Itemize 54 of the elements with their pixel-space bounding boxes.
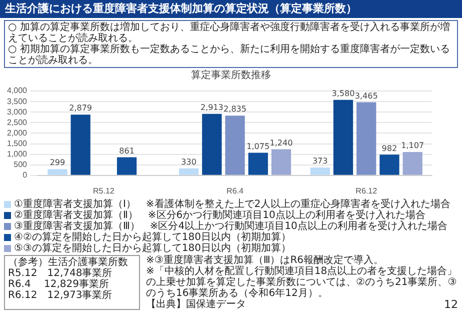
bar	[48, 169, 68, 175]
x-tick-label: R6.12	[356, 186, 378, 196]
y-tick-label: 2,500	[6, 118, 28, 127]
chart-title: 生活介護における重度障害者支援体制加算の算定状況（算定事業所数）	[0, 0, 462, 18]
y-tick-label: 0	[22, 170, 28, 180]
data-label: 330	[181, 158, 196, 167]
data-label: 2,913	[200, 103, 224, 112]
legend-label: ③重度障害者支援加算（Ⅲ） ※区分4以上かつ行動関連項目10点以上の利用者を受け入れた場合	[14, 221, 448, 232]
y-tick-label: 4,000	[6, 86, 28, 96]
data-label: 1,107	[401, 141, 424, 150]
y-tick-label: 500	[14, 160, 28, 170]
y-tick-label: 3,000	[6, 107, 28, 116]
data-label: 373	[312, 156, 328, 166]
data-label: 3,465	[354, 91, 378, 100]
data-label: 982	[382, 144, 398, 153]
bar	[225, 116, 245, 175]
data-label: 1,075	[246, 142, 270, 151]
bar	[202, 114, 222, 175]
bar	[356, 102, 376, 175]
legend-label: ②重度障害者支援加算（Ⅱ） ※区分6かつ行動関連項目10点以上の利用者を受け入れた場合	[14, 210, 426, 221]
legend-label: ⑤③の算定を開始した日から起算して180日以内（初期加算）	[14, 243, 292, 254]
data-label: 3,580	[332, 88, 355, 98]
text: ※③重度障害者支援加算（Ⅲ）はR6報酬改定で導入。	[146, 255, 384, 266]
legend-label: ①重度障害者支援加算（Ⅰ） ※看護体制を整えた上で2人以上の重症心身障害者を受け入れた場合	[14, 199, 451, 210]
chart-subtitle: ○ 加算の算定事業所数は増加しており、重症心身障害者や強度行動障害者を受け入れる事業所が増えていることが読み取れる。 ○ 初期加算の算定事業所数も一定数あることから、新たに利用を開始する重度障害者が一定数いることが読み取れる。	[4, 20, 458, 68]
bar	[70, 114, 90, 175]
y-tick-label: 1,000	[6, 150, 28, 159]
bar	[271, 149, 292, 175]
x-tick-label: R6.4	[226, 186, 244, 196]
y-tick-label: 3,500	[6, 96, 28, 106]
text: 【出典】国保連データ	[146, 299, 246, 310]
y-tick-label: 1,500	[6, 138, 28, 148]
data-label: 1,240	[270, 138, 293, 148]
text: R5.12 12,748事業所	[8, 268, 112, 279]
data-label: 861	[119, 146, 134, 156]
bar	[333, 100, 354, 175]
bar	[310, 168, 330, 175]
data-label: 299	[50, 158, 66, 168]
y-tick-label: 2,000	[6, 128, 28, 138]
text: R6.12 12,973事業所	[8, 290, 112, 301]
text: （参考）生活介護事業所数	[8, 257, 128, 268]
x-axis-title: 算定事業所数推移	[190, 70, 272, 81]
legend-label: ④②の算定を開始した日から起算して180日以内（初期加算）	[14, 232, 292, 243]
x-tick-label: R5.12	[93, 186, 115, 196]
bar	[402, 152, 422, 175]
bar	[178, 168, 199, 175]
text: ※「中核的人材を配置し行動関連項目18点以上の者を支援した場合」の上乗せ加算を算定した事業所数については、②のうち21事業所、③のうち16事業所ある（令和6年12月）。	[146, 266, 458, 299]
text: 12	[444, 298, 458, 311]
data-label: 2,879	[69, 104, 92, 113]
text: R6.4 12,829事業所	[8, 279, 110, 290]
bar	[248, 152, 268, 175]
data-label: 2,835	[224, 104, 246, 114]
bar	[380, 154, 400, 175]
bar	[116, 157, 137, 175]
